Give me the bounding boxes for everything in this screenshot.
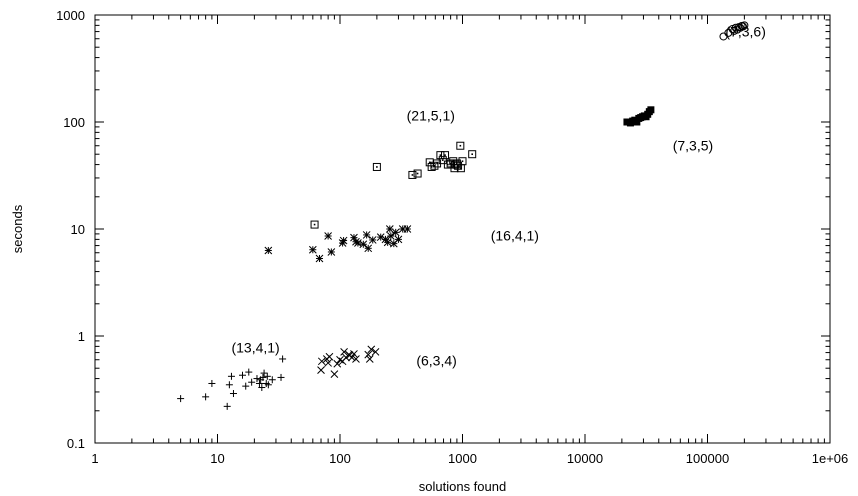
data-point xyxy=(318,367,325,374)
data-point xyxy=(208,380,215,387)
data-point xyxy=(278,374,285,381)
data-point xyxy=(340,237,347,244)
data-point xyxy=(437,152,444,159)
data-point xyxy=(395,236,402,243)
plot-frame xyxy=(95,15,830,443)
y-tick-label: 1000 xyxy=(56,8,85,23)
series-label: (16,4,1) xyxy=(491,227,539,243)
x-tick-label: 1 xyxy=(91,451,98,466)
data-point xyxy=(647,106,654,113)
data-point xyxy=(311,221,318,228)
data-point xyxy=(316,255,323,262)
data-point xyxy=(392,229,399,236)
y-tick-label: 100 xyxy=(63,115,85,130)
data-point xyxy=(363,231,370,238)
y-tick-label: 0.1 xyxy=(67,436,85,451)
data-point xyxy=(248,379,255,386)
data-point xyxy=(245,369,252,376)
data-point xyxy=(360,241,367,248)
data-point xyxy=(228,373,235,380)
y-tick-label: 10 xyxy=(71,222,85,237)
data-point xyxy=(309,246,316,253)
series-label: (7,3,6) xyxy=(725,24,765,40)
data-point xyxy=(365,245,372,252)
data-point xyxy=(224,403,231,410)
data-point xyxy=(279,355,286,362)
data-point xyxy=(373,163,380,170)
x-tick-label: 100 xyxy=(329,451,351,466)
x-tick-label: 1000 xyxy=(448,451,477,466)
data-point xyxy=(269,376,276,383)
x-tick-label: 10 xyxy=(210,451,224,466)
y-axis-label: seconds xyxy=(10,204,25,253)
data-point xyxy=(177,395,184,402)
data-point xyxy=(242,383,249,390)
data-point xyxy=(354,239,361,246)
x-axis-label: solutions found xyxy=(419,479,506,494)
data-point xyxy=(326,353,333,360)
data-point xyxy=(372,348,379,355)
plot-axes: 1 10 100 1000 10000 100000 1e+06 0.1 1 10 100 1000 xyxy=(56,8,848,466)
x-tick-label: 1e+06 xyxy=(812,451,849,466)
series-label: (13,4,1) xyxy=(231,340,279,356)
x-tick-label: 100000 xyxy=(686,451,729,466)
data-point xyxy=(230,390,237,397)
data-point xyxy=(239,372,246,379)
data-point xyxy=(457,142,464,149)
data-point xyxy=(469,151,476,158)
data-point xyxy=(264,373,271,380)
data-point xyxy=(384,239,391,246)
data-point xyxy=(387,233,394,240)
data-point xyxy=(404,226,411,233)
data-point xyxy=(442,152,449,159)
y-tick-label: 1 xyxy=(78,329,85,344)
data-point xyxy=(261,370,268,377)
data-point xyxy=(369,236,376,243)
data-point xyxy=(331,371,338,378)
x-tick-label: 10000 xyxy=(567,451,603,466)
series-label: (7,3,5) xyxy=(673,138,713,154)
data-point xyxy=(202,393,209,400)
series-label: (6,3,4) xyxy=(416,353,456,369)
data-point xyxy=(265,247,272,254)
data-point xyxy=(328,248,335,255)
data-point xyxy=(325,233,332,240)
data-point xyxy=(226,381,233,388)
data-point xyxy=(337,356,344,363)
series-labels: (13,4,1) (6,3,4) (16,4,1) (21,5,1) (7,3,6) (7… xyxy=(231,24,765,369)
series-label: (21,5,1) xyxy=(407,108,455,124)
